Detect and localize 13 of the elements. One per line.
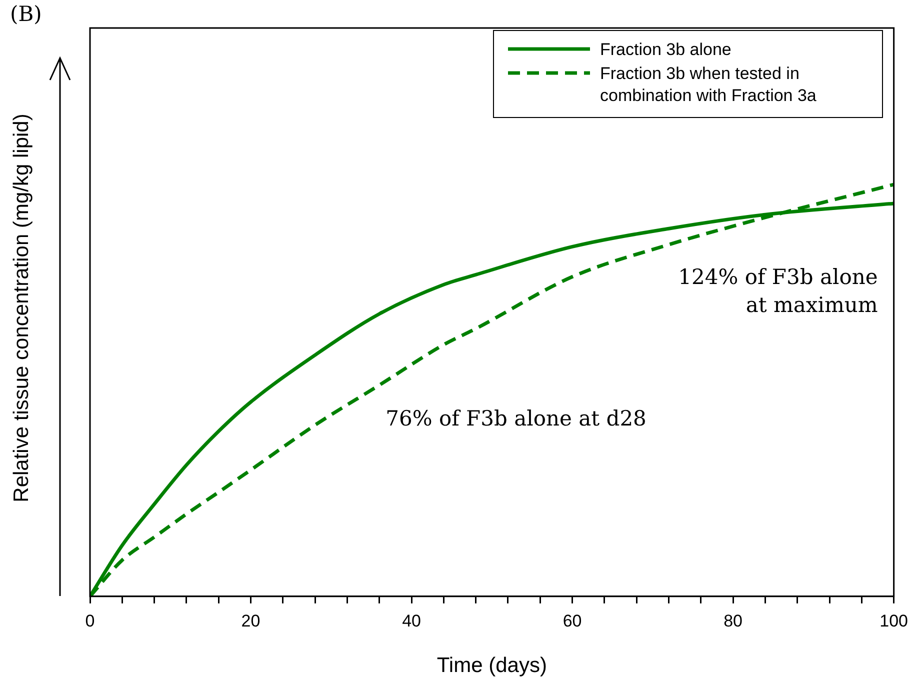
- x-tick-label: 80: [724, 611, 743, 630]
- x-tick-label: 100: [880, 611, 908, 630]
- x-axis-title: Time (days): [436, 654, 547, 678]
- text: (B): [10, 2, 42, 26]
- annotation: 124% of F3b alone at maximum: [678, 264, 878, 317]
- annotation: 76% of F3b alone at d28: [386, 406, 646, 431]
- x-tick-label: 20: [241, 611, 260, 630]
- legend-label: Fraction 3b when tested in combination with Fraction 3a: [600, 63, 818, 107]
- legend-label: Fraction 3b alone: [600, 39, 732, 61]
- x-tick-label: 60: [562, 611, 582, 630]
- x-tick-label: 40: [402, 611, 421, 630]
- y-axis-title: Relative tissue concentration (mg/kg lipid): [10, 114, 34, 502]
- x-tick-label: 0: [85, 611, 95, 630]
